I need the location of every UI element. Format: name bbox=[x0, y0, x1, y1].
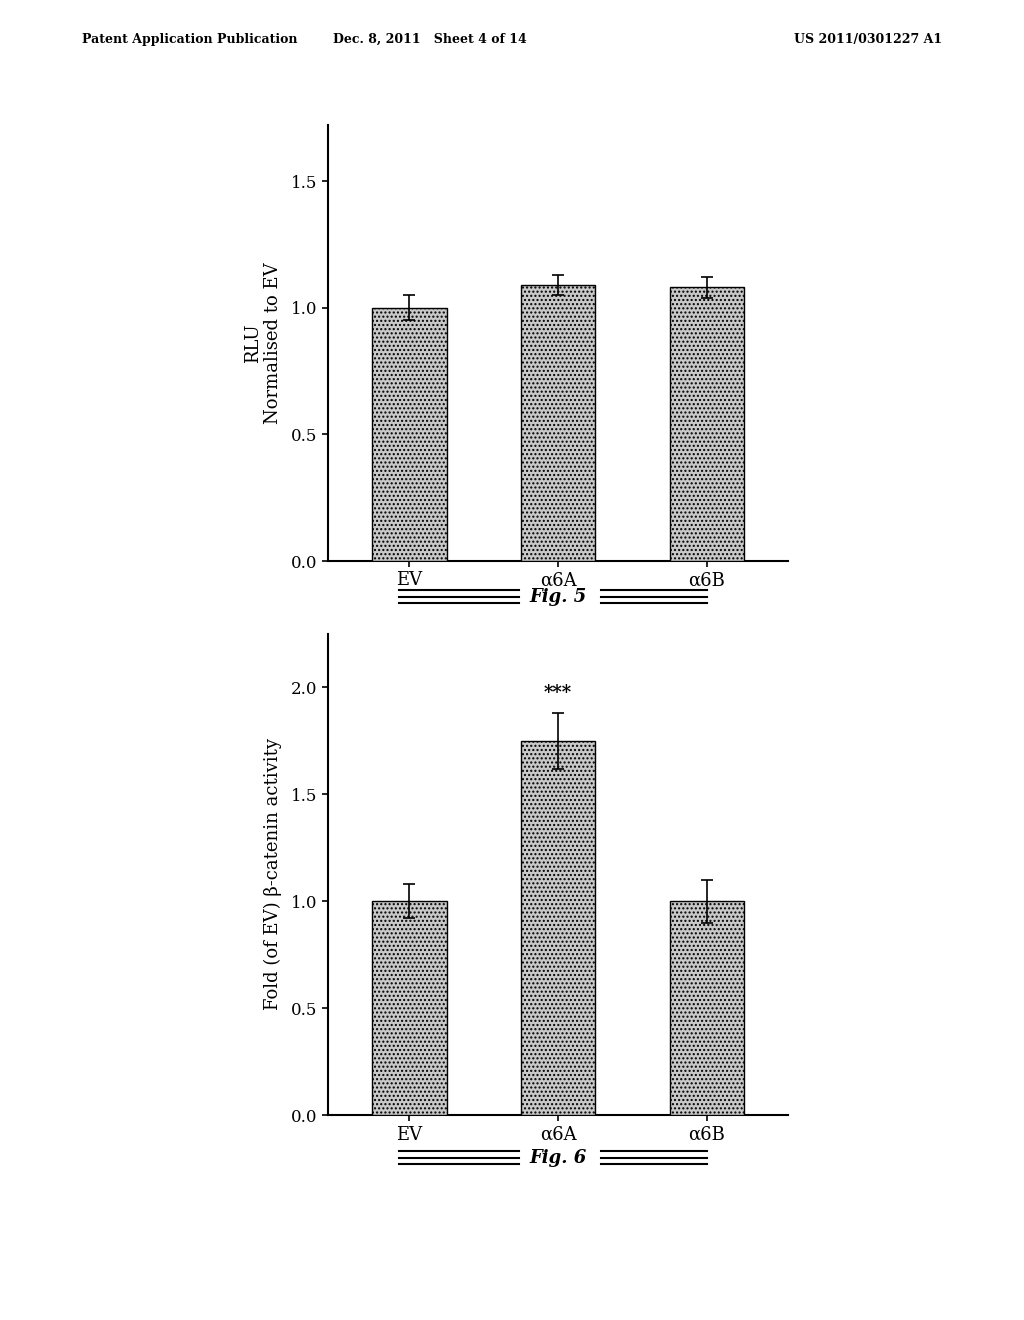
Y-axis label: Fold (of EV) β-catenin activity: Fold (of EV) β-catenin activity bbox=[264, 738, 283, 1011]
Text: ***: *** bbox=[544, 684, 572, 702]
Bar bbox=[670, 288, 743, 561]
Text: Dec. 8, 2011   Sheet 4 of 14: Dec. 8, 2011 Sheet 4 of 14 bbox=[333, 33, 527, 46]
Bar bbox=[670, 902, 743, 1115]
Y-axis label: RLU
Normalised to EV: RLU Normalised to EV bbox=[244, 263, 283, 424]
Text: Fig. 5: Fig. 5 bbox=[529, 587, 587, 606]
Text: US 2011/0301227 A1: US 2011/0301227 A1 bbox=[794, 33, 942, 46]
Bar bbox=[373, 308, 446, 561]
Bar bbox=[521, 285, 595, 561]
Text: Fig. 6: Fig. 6 bbox=[529, 1148, 587, 1167]
Bar bbox=[373, 902, 446, 1115]
Bar bbox=[521, 741, 595, 1115]
Text: Patent Application Publication: Patent Application Publication bbox=[82, 33, 297, 46]
